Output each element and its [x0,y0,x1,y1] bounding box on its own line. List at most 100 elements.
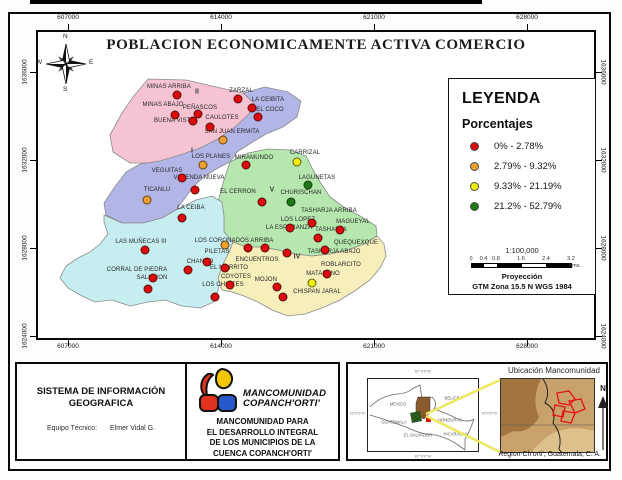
grid-easting-bottom: 621000 [363,343,385,350]
scale-bar-segment [472,264,485,267]
country-label: HONDURAS [437,418,463,424]
mancomunidad-logo-icon [199,367,237,412]
grid-tick [374,340,375,346]
legend-dot-red-icon [470,141,479,151]
north-arrow-icon [598,396,608,450]
grid-easting-top: 614000 [210,14,232,21]
country-label: NICARAGUA [443,432,469,438]
chorti-terrain [501,379,594,452]
team-row: Equipo Técnico: Elmer Vidal G. [17,425,185,432]
footer-info-box: SISTEMA DE INFORMACIÓN GEOGRAFICA Equipo… [15,362,340,461]
scale-bar-segment [546,264,571,267]
inset-coord-bottom: 87°0'0"W [414,455,432,459]
grid-tick [68,24,69,30]
inset-coord-left: 15°0'0"N [349,412,365,416]
footer-location-box: Ubicación Mancomunidad 87°0'0"W 87°0'0"W… [346,362,608,461]
grid-tick [221,340,222,346]
compass-north-label: N [63,33,68,40]
footer-sig-cell: SISTEMA DE INFORMACIÓN GEOGRAFICA Equipo… [17,364,187,459]
grid-tick [596,72,602,73]
legend-subtitle: Porcentajes [462,117,533,131]
sheet-outer-border [8,12,611,471]
scale-unit: Kms. [568,263,581,269]
legend-dot-yellow-icon [470,181,479,191]
legend-dot-green-icon [470,201,479,211]
country-label: MEXICO [389,402,407,408]
brand-subtitle-line: CUENCA COPANCH'ORTI' [213,448,312,458]
grid-easting-bottom: 614000 [210,343,232,350]
grid-easting-top: 628000 [516,14,538,21]
scale-bar-segment [521,264,547,267]
grid-tick [596,160,602,161]
north-arrow: N [597,378,609,450]
region-caption: Region Ch'orti', Guatemala, C. A. [498,451,601,458]
grid-tick [68,340,69,346]
legend-item-label: 9.33% - 21.19% [494,180,562,192]
scan-artifact-bar [30,0,482,4]
central-america-inset-map: MEXICO BELICE GUATEMALA HONDURAS EL SALVADOR… [367,378,479,452]
scale-bar-segment [496,264,522,267]
legend-item: 21.2% - 52.79% [449,196,595,216]
country-label: EL SALVADOR [403,433,433,439]
location-title: Ubicación Mancomunidad [507,366,600,375]
brand-subtitle-line: EL DESARROLLO INTEGRAL [206,427,319,437]
legend-title: LEYENDA [462,90,541,107]
scale-tick-label: 0.8 [492,256,500,262]
grid-tick [30,72,36,73]
grid-easting-top: 607000 [57,14,79,21]
team-value: Elmer Vidal G. [110,425,156,432]
country-label: BELICE [444,396,460,402]
team-label: Equipo Técnico: [46,425,98,432]
scale-bar-segment [484,264,497,267]
legend-item: 0% - 2.78% [449,136,595,156]
scale-tick-label: 3.2 [567,256,575,262]
grid-tick [596,336,602,337]
scale-tick-label: 2.4 [542,256,550,262]
grid-northing-left: 1628000 [21,235,29,261]
grid-tick [221,24,222,30]
grid-tick [30,336,36,337]
brand-subtitle: MANCOMUNIDAD PARA EL DESARROLLO INTEGRAL… [187,417,338,459]
inset-coord-top: 87°0'0"W [414,370,432,374]
grid-northing-left: 1636000 [21,59,29,85]
grid-easting-top: 621000 [363,14,385,21]
central-america-coastline [369,384,475,451]
projection-value: GTM Zona 15.5 N WGS 1984 [472,282,572,291]
legend-item-label: 2.79% - 9.32% [494,160,557,172]
grid-tick [30,160,36,161]
scale-tick-labels: 0 0.4 0.8 1.6 2.4 3.2 [469,256,574,263]
map-region-iv-yellow [217,235,387,317]
compass-west-label: W [36,59,43,66]
brand-subtitle-line: MANCOMUNIDAD PARA [216,417,309,426]
projection-label: Proyección [501,272,543,281]
sig-title-line2: GEOGRAFICA [68,398,134,409]
legend-item: 2.79% - 9.32% [449,156,595,176]
grid-easting-bottom: 628000 [516,343,538,350]
compass-east-label: E [89,59,94,66]
footer-brand-cell: MANCOMUNIDAD COPANCH'ORTI' MANCOMUNIDAD … [187,364,338,459]
grid-tick [30,248,36,249]
legend-dot-orange-icon [470,161,479,171]
grid-northing-left: 1632000 [21,147,29,173]
sig-title: SISTEMA DE INFORMACIÓN GEOGRAFICA [17,386,185,410]
scale-bar [471,263,572,268]
country-label: GUATEMALA [381,420,407,426]
legend-item-label: 0% - 2.78% [494,140,544,152]
scale-tick-label: 1.6 [517,256,525,262]
grid-easting-bottom: 607000 [57,343,79,350]
grid-tick [527,24,528,30]
chorti-region-inset-map [500,378,595,453]
scale-ratio: 1:100,000 [505,246,539,255]
page-title: POBLACION ECONOMICAMENTE ACTIVA COMERCIO [106,37,526,53]
brand-line2: COPANCH'ORTI' [243,398,320,409]
legend-item: 9.33% - 21.19% [449,176,595,196]
compass-star-icon [46,44,86,84]
municipio-regions [59,78,387,317]
brand-subtitle-line: DE LOS MUNICIPIOS DE LA [209,438,316,447]
grid-northing-left: 1624000 [21,323,29,349]
inset-coord-right: 15°0'0"N [481,412,497,416]
scale-tick-label: 0 [469,256,473,262]
legend-item-label: 21.2% - 52.79% [494,200,562,212]
